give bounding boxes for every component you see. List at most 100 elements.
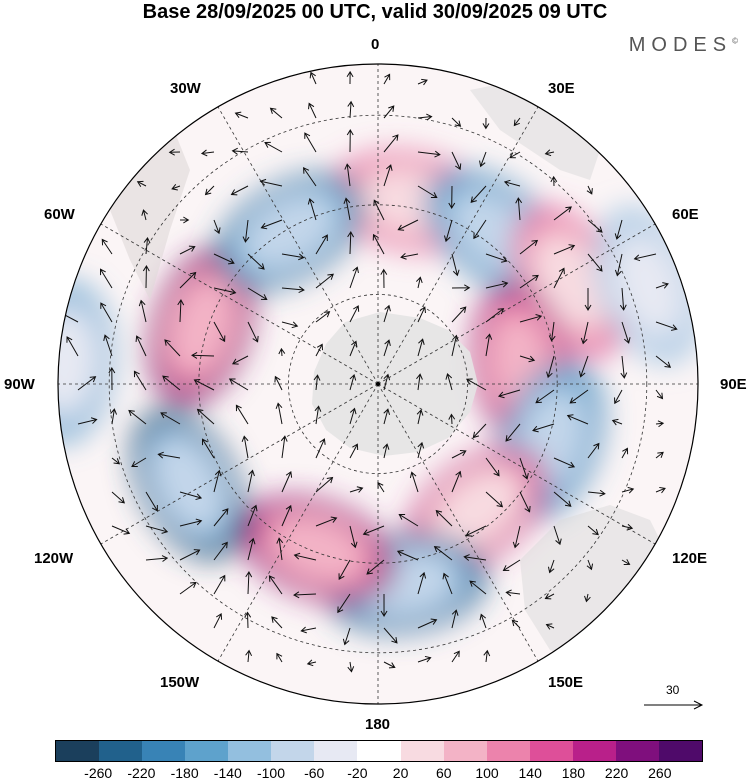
wind-arrow — [621, 486, 635, 494]
wind-arrow — [482, 117, 490, 130]
meridian-line — [217, 106, 379, 385]
wind-arrow — [281, 470, 293, 493]
wind-arrow — [349, 486, 364, 493]
wind-arrow — [160, 412, 181, 425]
wind-arrow — [515, 197, 523, 221]
wind-arrow — [179, 518, 203, 527]
colorbar-tick-label: 20 — [392, 765, 409, 781]
wind-arrow — [228, 378, 249, 391]
colorbar-tick-label: 100 — [475, 765, 499, 781]
wind-arrow — [110, 408, 118, 425]
colorbar-cell — [228, 741, 272, 761]
wind-arrow — [346, 129, 354, 153]
wind-arrow — [303, 167, 317, 187]
wind-arrow — [513, 117, 521, 127]
wind-arrow — [519, 314, 543, 323]
wind-arrow — [309, 71, 317, 85]
wind-arrow — [633, 253, 657, 262]
wind-arrow — [383, 373, 391, 391]
wind-arrow — [400, 253, 419, 260]
wind-arrow — [247, 287, 268, 300]
wind-arrow — [621, 321, 631, 344]
wind-arrow — [380, 268, 388, 289]
wind-arrow — [213, 253, 235, 265]
wind-arrow — [373, 199, 385, 221]
wind-arrow — [275, 402, 283, 425]
wind-scale-label: 30 — [666, 683, 680, 697]
wind-arrow — [586, 559, 594, 571]
wind-arrow — [111, 525, 131, 535]
wind-arrow — [433, 545, 453, 561]
wind-arrow — [304, 132, 317, 153]
graticule — [58, 64, 698, 704]
wind-arrow — [179, 491, 203, 501]
wind-arrow — [141, 209, 148, 221]
wind-arrow — [443, 219, 453, 243]
wind-arrow — [372, 233, 385, 255]
wind-arrow — [213, 469, 222, 493]
wind-arrow — [485, 491, 504, 508]
wind-arrow — [247, 253, 265, 270]
wind-arrow — [655, 355, 672, 368]
anomaly-contour — [614, 235, 684, 336]
wind-arrow — [553, 267, 565, 289]
wind-arrow — [264, 141, 283, 153]
wind-arrow — [397, 219, 419, 231]
wind-arrow — [179, 581, 197, 595]
wind-arrow — [396, 549, 419, 561]
wind-arrow — [242, 219, 250, 243]
wind-arrow — [179, 245, 196, 255]
colorbar-cell — [486, 741, 530, 761]
colorbar-cell — [529, 741, 573, 761]
colorbar — [55, 740, 703, 762]
anomaly-contour — [533, 234, 607, 330]
wind-arrow — [200, 149, 215, 157]
wind-arrow — [204, 185, 215, 196]
colorbar-cell — [99, 741, 143, 761]
wind-arrow — [349, 266, 359, 289]
wind-arrow — [614, 219, 623, 240]
map-title: Base 28/09/2025 00 UTC, valid 30/09/2025… — [142, 1, 608, 23]
wind-arrow — [655, 282, 669, 289]
colorbar-tick-label: -180 — [170, 765, 199, 781]
wind-arrow — [448, 413, 456, 425]
wind-arrow — [247, 321, 259, 343]
wind-arrow — [451, 609, 459, 629]
wind-arrow — [380, 593, 388, 617]
wind-arrow — [417, 338, 425, 357]
wind-arrow — [179, 216, 190, 224]
wind-arrow — [349, 373, 357, 391]
wind-arrow — [451, 284, 471, 292]
lon-label-150w: 150W — [160, 674, 200, 691]
wind-arrow — [497, 389, 521, 399]
wind-arrow — [519, 355, 536, 363]
wind-arrow — [281, 253, 305, 261]
wind-arrow — [409, 471, 419, 493]
wind-arrow — [315, 311, 331, 323]
wind-arrow — [548, 321, 556, 342]
wind-arrow — [621, 523, 634, 531]
wind-arrow — [111, 491, 125, 504]
wind-arrow — [587, 442, 600, 459]
colorbar-cell — [142, 741, 186, 761]
wind-arrow — [338, 559, 351, 580]
wind-arrow — [383, 134, 399, 153]
wind-arrow — [366, 559, 385, 575]
wind-arrow — [346, 70, 354, 85]
wind-arrow — [479, 151, 487, 168]
wind-arrow — [417, 441, 425, 459]
wind-arrow — [519, 274, 539, 289]
wind-arrow — [614, 253, 623, 277]
wind-arrow — [276, 652, 283, 663]
wind-arrow — [77, 376, 97, 391]
wind-arrow — [213, 574, 226, 595]
wind-arrow — [485, 280, 509, 289]
wind-arrow — [293, 552, 317, 561]
wind-arrow — [245, 571, 253, 595]
wind-arrow — [553, 457, 576, 469]
anomaly-contour — [151, 436, 226, 533]
wind-arrow — [550, 175, 558, 187]
wind-arrow — [347, 231, 355, 255]
wind-arrow — [349, 340, 358, 357]
wind-arrow — [442, 572, 453, 595]
